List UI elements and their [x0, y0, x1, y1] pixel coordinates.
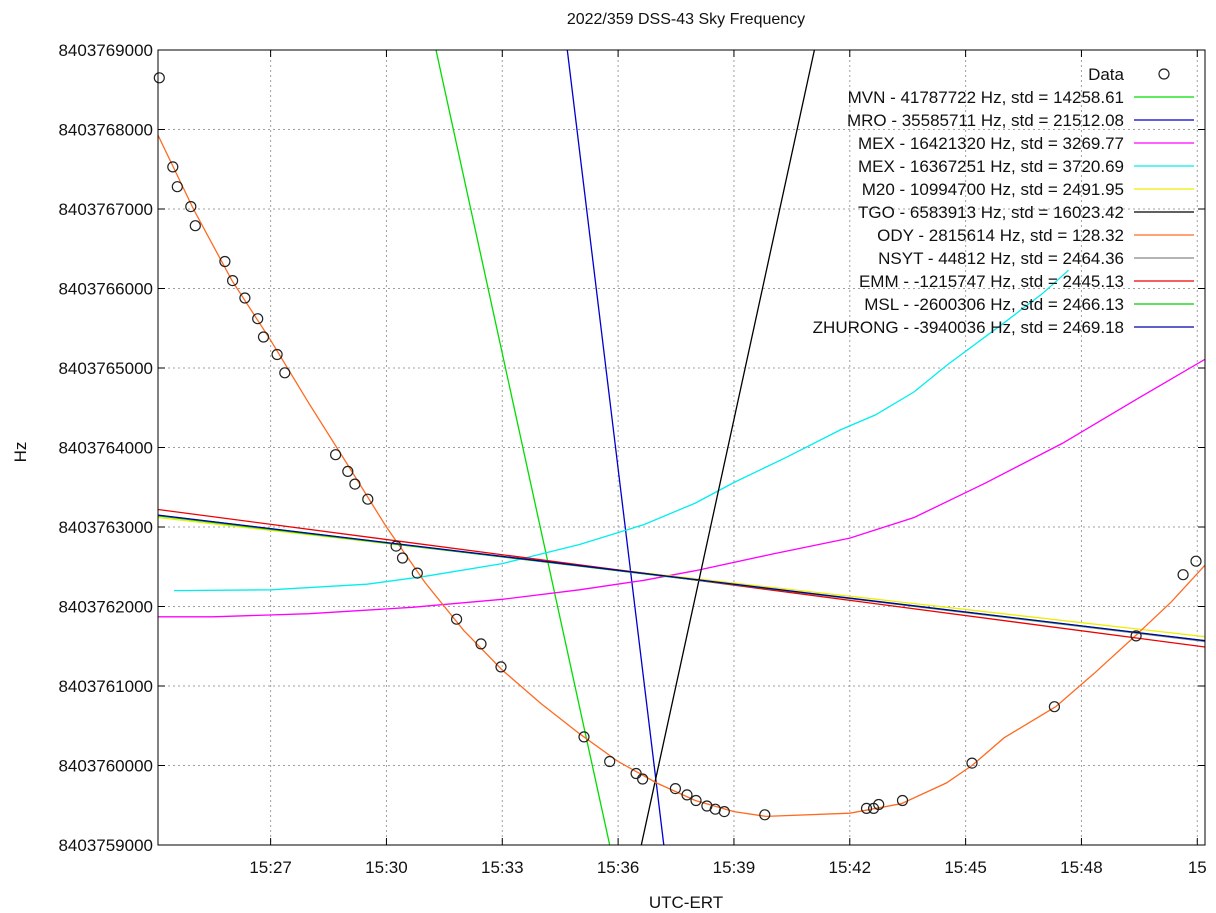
- y-axis-label: Hz: [11, 442, 30, 463]
- data-point: [342, 465, 354, 477]
- legend-swatch-data: [1158, 68, 1170, 80]
- legend: Data MVN - 41787722 Hz, std = 14258.61 MRO…: [813, 65, 1194, 337]
- data-point: [167, 161, 179, 173]
- series-line-7: [158, 134, 1205, 818]
- legend-entry-2: MRO - 35585711 Hz, std = 21512.08: [847, 111, 1124, 130]
- data-point: [390, 540, 402, 552]
- y-tick-label: 8403767000: [58, 200, 153, 219]
- y-tick-label: 8403769000: [58, 41, 153, 60]
- x-tick-label: 15:42: [829, 858, 872, 877]
- series-lines: [158, 50, 1205, 845]
- data-point: [860, 802, 873, 815]
- legend-entry-9: EMM - -1215747 Hz, std = 2445.13: [859, 272, 1124, 291]
- data-point: [257, 331, 270, 343]
- series-line-6: [640, 50, 816, 845]
- data-point: [1048, 701, 1061, 713]
- data-point: [349, 478, 361, 490]
- data-point: [271, 348, 283, 361]
- legend-entry-11: ZHURONG - -3940036 Hz, std = 2469.18: [813, 318, 1124, 337]
- data-point: [636, 773, 649, 785]
- data-point: [396, 552, 409, 564]
- data-point: [759, 809, 771, 821]
- series-line-2: [566, 50, 665, 845]
- legend-entry-7: ODY - 2815614 Hz, std = 128.32: [877, 226, 1124, 245]
- data-point: [411, 567, 423, 579]
- y-tick-label: 8403764000: [58, 439, 153, 458]
- data-point: [227, 275, 239, 287]
- y-tick-label: 8403760000: [58, 757, 153, 776]
- data-point: [578, 731, 590, 743]
- series-line-5: [158, 516, 1205, 638]
- data-point: [185, 201, 197, 213]
- data-point: [239, 292, 251, 304]
- x-tick-label: 15:45: [944, 858, 987, 877]
- legend-entry-4: MEX - 16367251 Hz, std = 3720.69: [858, 157, 1124, 176]
- data-point: [873, 798, 885, 811]
- legend-entry-8: NSYT - 44812 Hz, std = 2464.36: [878, 249, 1124, 268]
- legend-entry-5: M20 - 10994700 Hz, std = 2491.95: [862, 180, 1124, 199]
- y-tick-label: 8403759000: [58, 836, 153, 855]
- data-point: [279, 367, 291, 379]
- data-point: [630, 767, 642, 780]
- data-point: [153, 72, 165, 84]
- x-tick-label: 15:36: [597, 858, 640, 877]
- data-point: [362, 493, 374, 505]
- y-tick-label: 8403766000: [58, 280, 153, 299]
- series-line-1: [435, 50, 611, 845]
- data-point: [1177, 569, 1189, 581]
- data-point: [966, 757, 978, 769]
- x-tick-label: 15:39: [713, 858, 756, 877]
- legend-entry-6: TGO - 6583913 Hz, std = 16023.42: [858, 203, 1124, 222]
- data-point: [495, 661, 507, 673]
- y-tick-label: 8403768000: [58, 121, 153, 140]
- data-point: [681, 789, 693, 801]
- data-point: [896, 794, 909, 807]
- legend-entry-3: MEX - 16421320 Hz, std = 3269.77: [858, 134, 1124, 153]
- data-point: [475, 638, 487, 650]
- data-point: [330, 449, 342, 461]
- x-tick-label: 15:27: [249, 858, 292, 877]
- series-line-11: [158, 514, 1205, 642]
- data-point: [1130, 630, 1142, 642]
- data-point: [171, 181, 183, 193]
- data-point: [669, 782, 682, 795]
- data-point: [1190, 555, 1202, 567]
- series-line-4: [174, 269, 1070, 592]
- legend-entry-10: MSL - -2600306 Hz, std = 2466.13: [864, 295, 1124, 314]
- data-point: [219, 255, 231, 268]
- data-point: [604, 755, 616, 768]
- legend-entry-1: MVN - 41787722 Hz, std = 14258.61: [848, 88, 1124, 107]
- y-tick-label: 8403761000: [58, 677, 153, 696]
- data-point: [718, 805, 730, 818]
- y-tick-label: 8403765000: [58, 359, 153, 378]
- legend-entry-data: Data: [1088, 65, 1124, 84]
- data-point: [252, 313, 264, 325]
- x-axis-label: UTC-ERT: [649, 893, 723, 912]
- x-tick-label: 15:48: [1060, 858, 1103, 877]
- axis-ticks: 15:27 15:30 15:33 15:36 15:39 15:42 15:45 15:48…: [58, 41, 1206, 877]
- data-point: [690, 794, 702, 807]
- x-tick-label: 15:33: [481, 858, 524, 877]
- data-points: [153, 72, 1202, 821]
- data-point: [189, 220, 201, 232]
- series-line-3: [158, 358, 1205, 618]
- chart-title: 2022/359 DSS-43 Sky Frequency: [567, 11, 805, 28]
- y-tick-label: 8403762000: [58, 598, 153, 617]
- x-tick-label: 15: [1188, 858, 1207, 877]
- y-tick-label: 8403763000: [58, 518, 153, 537]
- x-tick-label: 15:30: [365, 858, 408, 877]
- data-point: [451, 613, 463, 625]
